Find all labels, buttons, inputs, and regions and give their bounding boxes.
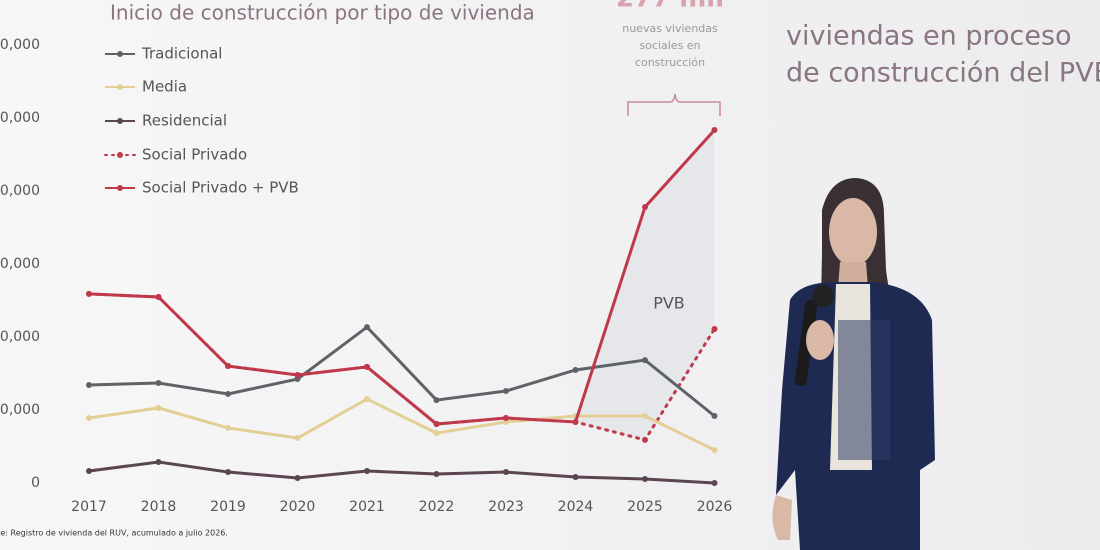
legend-label: Residencial	[142, 112, 227, 130]
data-point	[711, 447, 718, 454]
data-point	[225, 424, 231, 431]
x-tick-label: 2020	[280, 499, 316, 515]
data-point	[364, 363, 370, 370]
data-point	[155, 379, 162, 386]
y-tick-label: 300,000	[0, 37, 40, 53]
data-point	[572, 474, 579, 481]
data-point	[503, 469, 509, 476]
legend-label: Tradicional	[141, 45, 222, 63]
data-point	[433, 470, 440, 477]
data-point	[86, 415, 92, 422]
data-point	[642, 204, 648, 211]
legend-marker	[117, 51, 123, 57]
data-point	[642, 412, 648, 419]
source: Fuente: Registro de vivienda del RUV, ac…	[0, 529, 228, 538]
x-tick-label: 2017	[71, 499, 107, 515]
y-tick-label: 200,000	[0, 183, 40, 199]
data-point	[155, 293, 162, 300]
legend-marker	[117, 152, 123, 158]
data-point	[503, 388, 509, 395]
data-point	[86, 382, 92, 389]
series-line	[88, 397, 716, 452]
data-point	[86, 290, 92, 297]
series-line	[88, 325, 716, 418]
data-point	[503, 415, 509, 422]
data-point	[225, 390, 231, 397]
highlight-line: construcción	[635, 56, 705, 69]
data-point	[294, 371, 301, 378]
data-point	[433, 397, 440, 404]
pvb-area	[575, 130, 714, 440]
legend-label: Social Privado	[142, 146, 247, 164]
data-point	[86, 468, 92, 475]
legend-label: Social Privado + PVB	[142, 179, 299, 197]
x-tick-label: 2024	[558, 499, 594, 515]
y-tick-label: 50,000	[0, 402, 40, 418]
data-point	[711, 325, 718, 332]
highlight-line: nuevas viviendas	[622, 22, 718, 35]
side-text: viviendas en proceso	[786, 21, 1072, 52]
y-tick-label: 250,000	[0, 110, 40, 126]
legend-marker	[117, 118, 123, 124]
x-tick-label: 2021	[349, 499, 385, 515]
x-tick-label: 2025	[627, 499, 663, 515]
highlight: 277 mil	[616, 0, 724, 14]
data-point	[433, 430, 440, 437]
data-point	[155, 404, 162, 411]
area-label: PVB	[653, 294, 685, 313]
side-text: de construcción del PVB	[786, 58, 1100, 89]
data-point	[294, 435, 301, 442]
x-tick-label: 2026	[697, 499, 733, 515]
data-point	[364, 396, 370, 403]
data-point	[572, 366, 579, 373]
series-line	[88, 460, 715, 485]
x-tick-label: 2018	[141, 499, 177, 515]
data-point	[572, 418, 579, 425]
data-point	[642, 436, 648, 443]
data-point	[294, 475, 301, 482]
data-point	[155, 458, 162, 465]
data-point	[711, 126, 718, 133]
y-tick-label: 0	[31, 475, 40, 491]
x-tick-label: 2019	[210, 499, 246, 515]
data-point	[364, 468, 370, 475]
data-point	[642, 357, 648, 364]
data-point	[711, 412, 718, 419]
x-tick-label: 2023	[488, 499, 524, 515]
legend-marker	[117, 185, 123, 191]
data-point	[642, 476, 648, 483]
legend-label: Media	[142, 78, 187, 96]
highlight-line: sociales en	[639, 39, 700, 52]
data-point	[364, 324, 370, 331]
legend-marker	[117, 84, 123, 90]
y-tick-label: 150,000	[0, 256, 40, 272]
series-line	[88, 128, 716, 426]
data-point	[225, 363, 231, 370]
x-tick-label: 2022	[419, 499, 455, 515]
data-point	[225, 469, 231, 476]
chart-title: Inicio de construcción por tipo de vivie…	[110, 1, 535, 25]
data-point	[711, 480, 718, 486]
y-tick-label: 100,000	[0, 329, 40, 345]
bracket	[627, 93, 721, 116]
data-point	[433, 421, 440, 428]
presenter	[772, 178, 935, 550]
